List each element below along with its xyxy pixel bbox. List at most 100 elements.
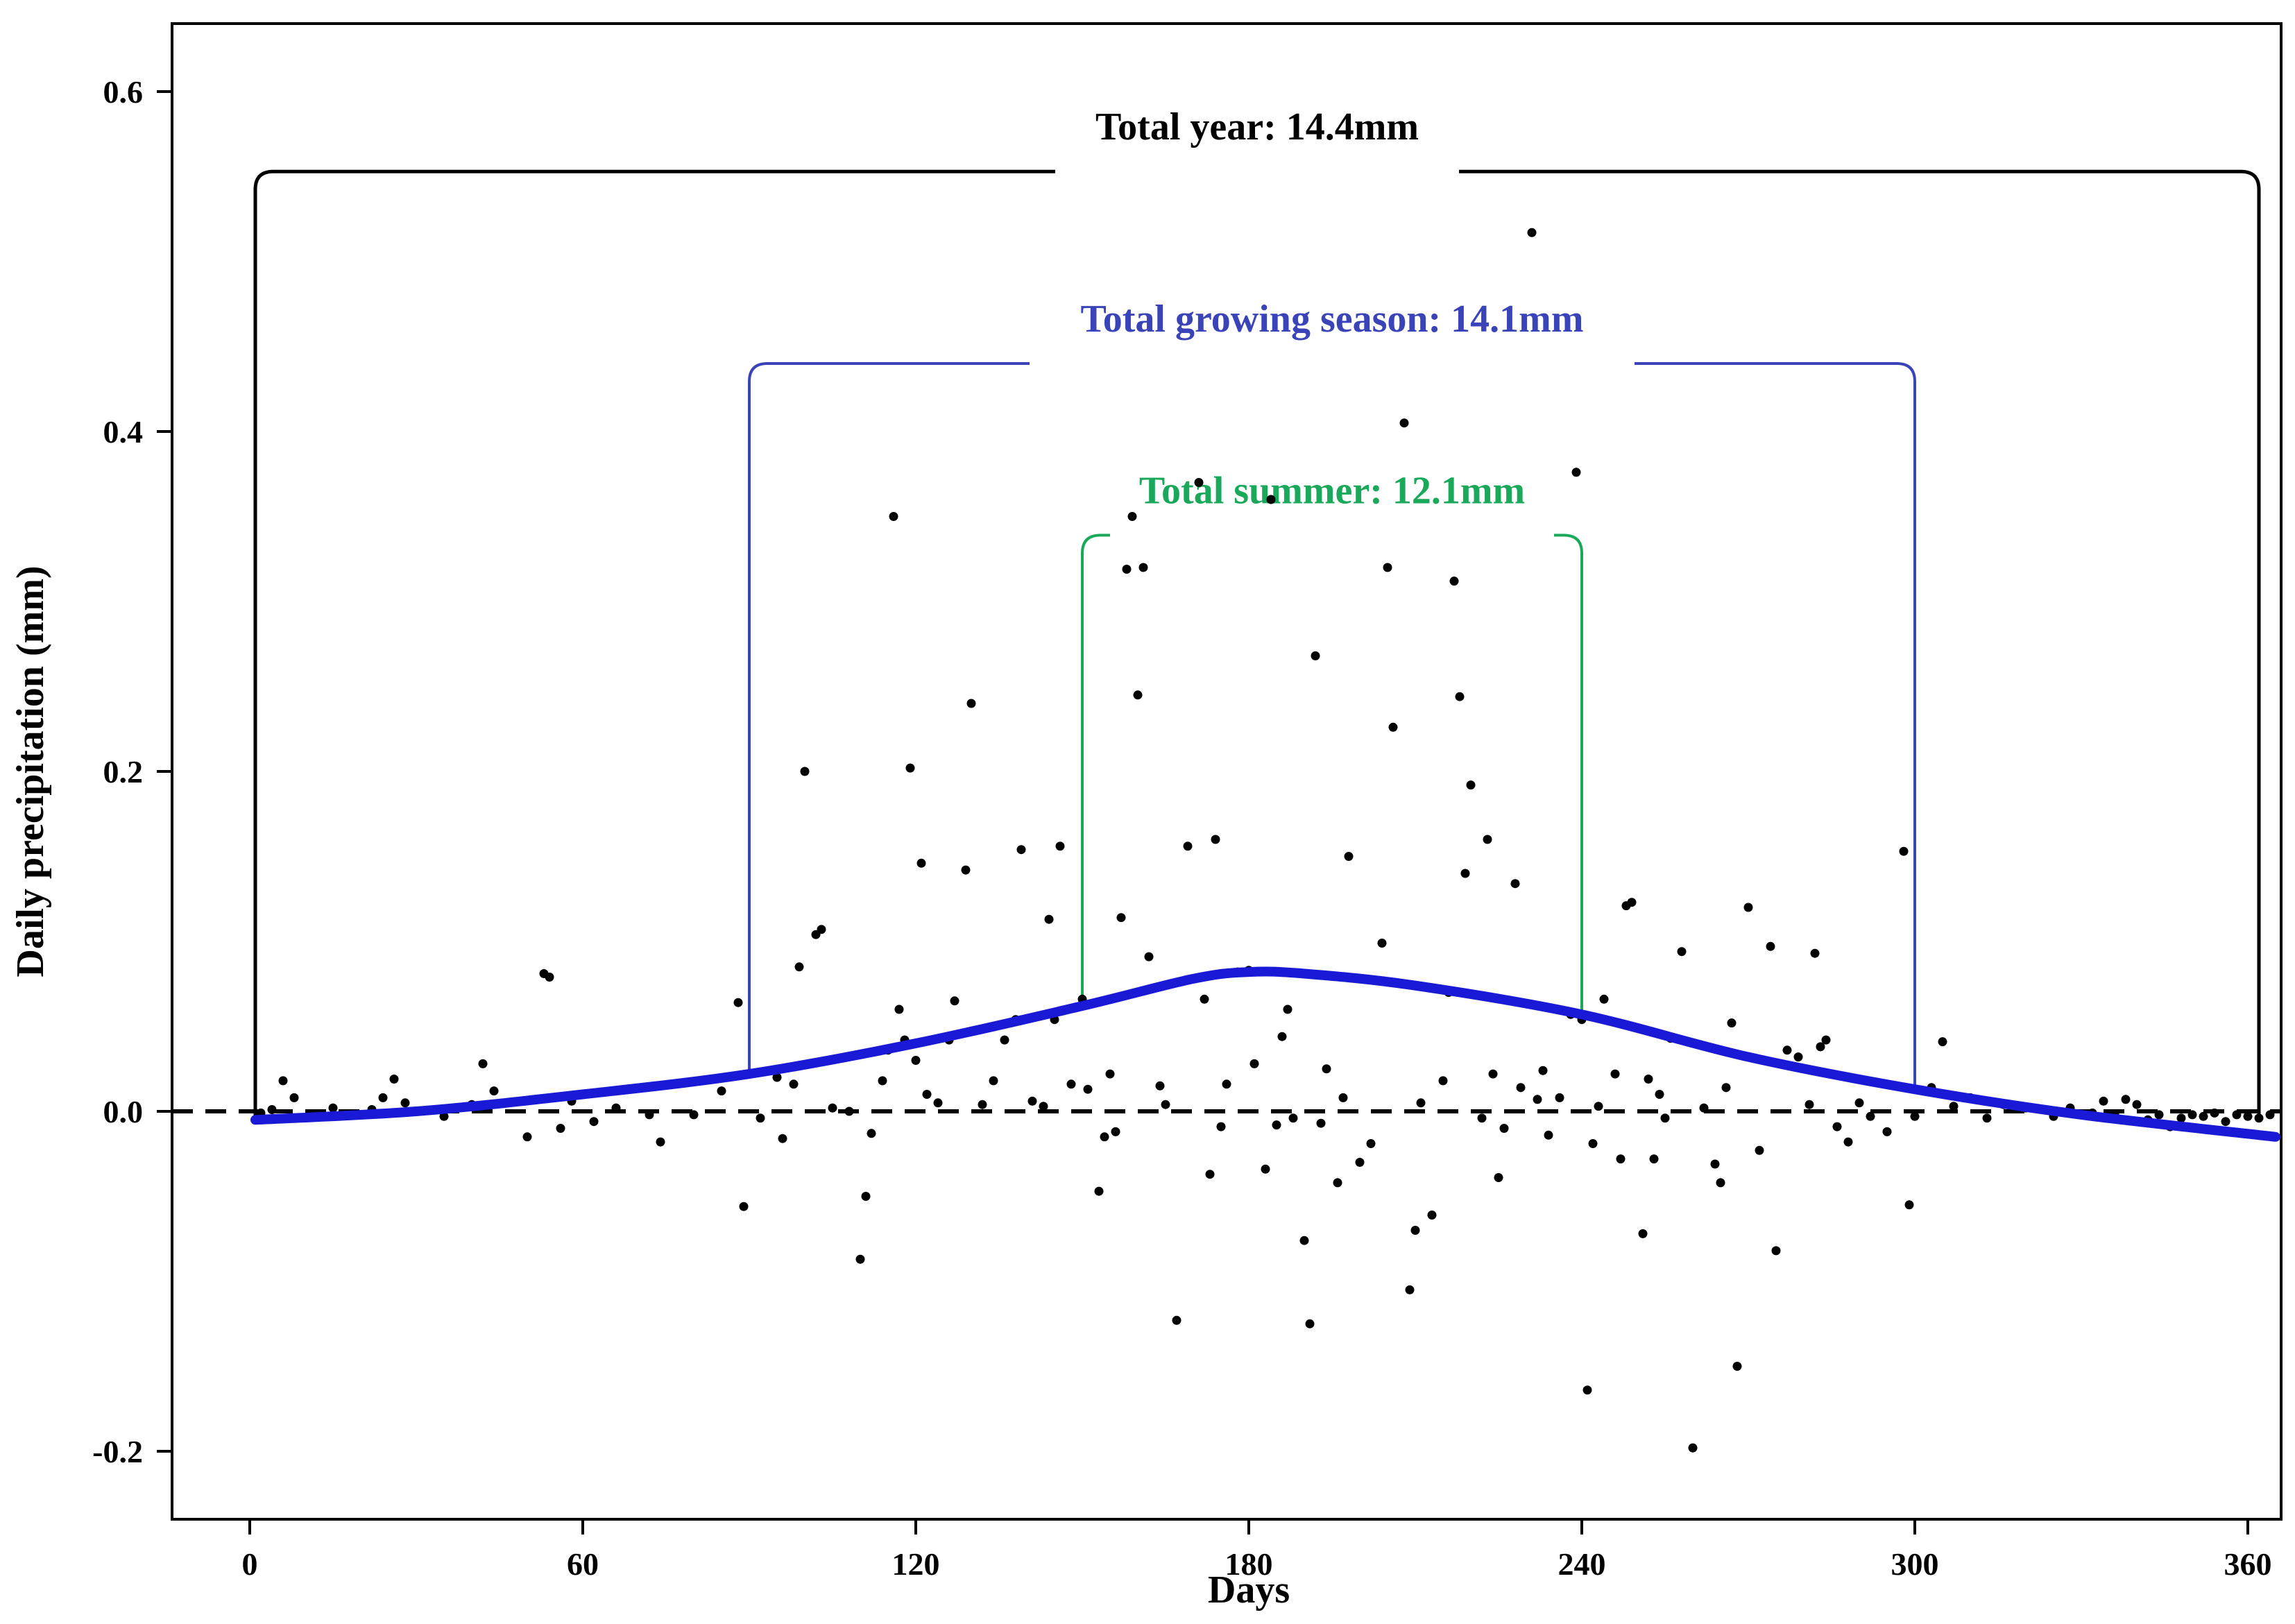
data-point xyxy=(1660,1113,1670,1123)
data-point xyxy=(1460,869,1470,878)
data-point xyxy=(1771,1246,1781,1256)
data-point xyxy=(1882,1127,1892,1136)
data-point xyxy=(545,973,554,982)
data-point xyxy=(1727,1018,1737,1028)
data-point xyxy=(1582,1385,1592,1395)
data-point xyxy=(1344,852,1354,861)
data-point xyxy=(1299,1236,1309,1245)
data-point xyxy=(1205,1170,1215,1179)
data-point xyxy=(478,1059,488,1068)
data-point xyxy=(1488,1069,1498,1079)
data-point xyxy=(1805,1100,1814,1109)
data-point xyxy=(378,1093,388,1102)
data-point xyxy=(916,858,926,868)
x-tick-label: 60 xyxy=(567,1546,599,1582)
data-point xyxy=(489,1086,499,1096)
x-tick-label: 300 xyxy=(1891,1546,1939,1582)
annotation-bracket-left xyxy=(1081,533,1110,1007)
data-point xyxy=(844,1106,854,1116)
data-point xyxy=(1544,1130,1553,1140)
data-point xyxy=(2176,1113,2186,1123)
data-point xyxy=(1200,994,1209,1004)
data-point xyxy=(772,1072,782,1082)
data-point xyxy=(1688,1443,1698,1453)
x-tick-label: 240 xyxy=(1558,1546,1606,1582)
data-point xyxy=(289,1093,299,1102)
x-axis-title: Days xyxy=(1208,1569,1290,1612)
data-point xyxy=(2232,1110,2242,1120)
data-point xyxy=(1438,1076,1448,1086)
data-point xyxy=(2121,1095,2131,1104)
data-point xyxy=(1283,1005,1292,1014)
data-point xyxy=(1377,939,1387,948)
data-point xyxy=(1594,1102,1603,1111)
y-tick-label: 0.4 xyxy=(103,414,144,450)
data-point xyxy=(889,512,898,521)
data-point xyxy=(855,1254,865,1264)
data-point xyxy=(905,763,915,773)
data-point xyxy=(1793,1052,1803,1062)
data-point xyxy=(1333,1178,1342,1188)
data-point xyxy=(1533,1095,1542,1104)
data-point xyxy=(1610,1069,1620,1079)
data-point xyxy=(717,1086,726,1096)
data-point xyxy=(1843,1137,1853,1147)
data-point xyxy=(1527,228,1537,237)
data-point xyxy=(1483,835,1492,844)
annotation-bracket-left xyxy=(253,169,1055,1118)
data-point xyxy=(1655,1090,1664,1099)
data-point xyxy=(1588,1139,1598,1148)
data-point xyxy=(1455,692,1465,701)
data-point xyxy=(2243,1111,2253,1121)
data-point xyxy=(2099,1096,2108,1106)
data-point xyxy=(589,1117,599,1127)
data-point xyxy=(867,1129,876,1138)
data-point xyxy=(1322,1064,1331,1074)
data-point xyxy=(2199,1111,2208,1121)
data-point xyxy=(933,1098,943,1108)
data-point xyxy=(611,1103,621,1113)
data-point xyxy=(1211,835,1220,844)
x-axis: 0 60 120 180 240 300 360 xyxy=(242,1519,2272,1582)
data-point xyxy=(1216,1122,1226,1131)
data-point xyxy=(1366,1139,1376,1148)
data-point xyxy=(778,1134,787,1143)
annotation-bracket-left xyxy=(748,362,1030,1075)
data-point xyxy=(1555,1093,1564,1102)
data-point xyxy=(1083,1084,1093,1094)
data-point xyxy=(1100,1132,1109,1142)
data-point xyxy=(1638,1229,1648,1238)
data-point xyxy=(756,1113,765,1123)
data-point xyxy=(922,1090,932,1099)
x-tick-label: 180 xyxy=(1225,1546,1273,1582)
data-point xyxy=(2187,1110,2197,1120)
data-point xyxy=(1127,512,1137,521)
data-point xyxy=(1982,1113,1992,1123)
data-point xyxy=(1766,941,1775,951)
data-point xyxy=(1044,914,1054,924)
data-point xyxy=(878,1076,887,1086)
data-point xyxy=(1277,1032,1287,1041)
data-point xyxy=(1111,1127,1120,1136)
data-point xyxy=(2210,1108,2219,1118)
data-point xyxy=(556,1124,565,1133)
data-point xyxy=(2154,1110,2164,1120)
data-point xyxy=(1854,1098,1864,1108)
data-point xyxy=(1616,1154,1626,1164)
data-point xyxy=(861,1192,871,1201)
x-tick-label: 360 xyxy=(2224,1546,2272,1582)
data-point xyxy=(1133,690,1143,700)
data-point xyxy=(1677,947,1687,957)
data-point xyxy=(1743,903,1753,912)
data-point xyxy=(1710,1159,1720,1169)
data-point xyxy=(1866,1111,1875,1121)
data-point xyxy=(978,1100,987,1109)
data-point xyxy=(1155,1081,1165,1091)
y-tick-label: -0.2 xyxy=(92,1434,143,1469)
data-point xyxy=(1399,418,1409,428)
data-point xyxy=(1732,1362,1742,1371)
data-point xyxy=(1716,1178,1725,1188)
data-point xyxy=(794,962,804,972)
data-point xyxy=(1094,1186,1104,1196)
annotation-label: Total growing season: 14.1mm xyxy=(1081,298,1584,341)
